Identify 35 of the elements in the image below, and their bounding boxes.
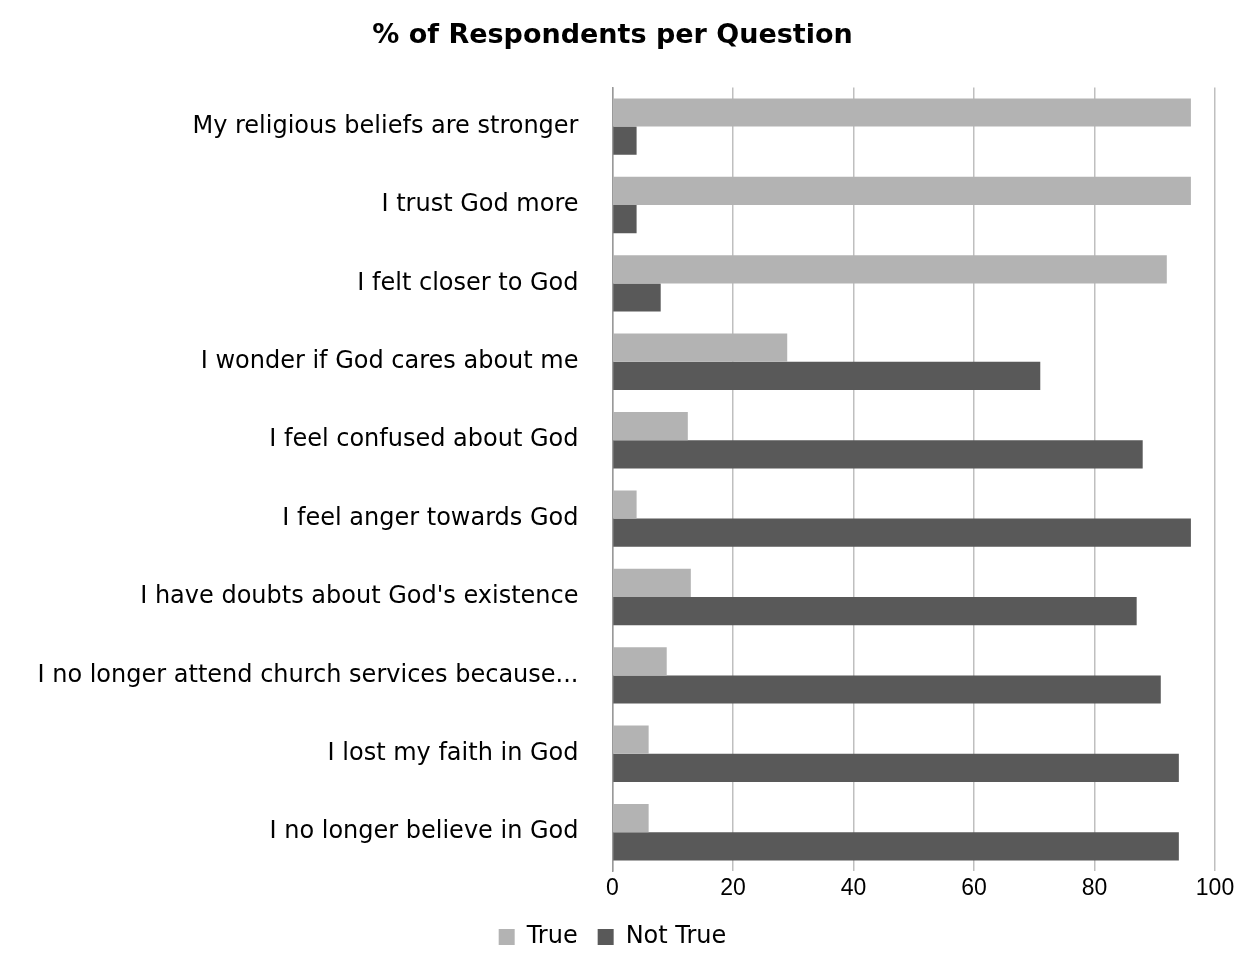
x-tick-label: 80 [1081, 873, 1108, 900]
bar [613, 568, 691, 597]
x-tick-label: 40 [840, 873, 867, 900]
bar [613, 597, 1137, 626]
bar [613, 647, 667, 676]
bar [613, 832, 1179, 861]
x-tick-label: 20 [720, 873, 746, 900]
bar [613, 205, 637, 234]
bar [613, 725, 649, 754]
y-tick-label: I no longer attend church services because... [37, 659, 579, 688]
y-tick-label: I no longer believe in God [269, 816, 579, 845]
x-tick-label: 100 [1195, 873, 1235, 900]
y-tick-label: I feel confused about God [269, 424, 579, 453]
bar [613, 126, 637, 155]
bar [613, 411, 688, 441]
legend-label: True [525, 921, 578, 950]
bar [613, 803, 649, 833]
y-tick-label: I felt closer to God [357, 267, 579, 296]
bar [613, 361, 1041, 391]
y-tick-label: My religious beliefs are stronger [192, 110, 579, 139]
y-tick-label: I have doubts about God's existence [140, 581, 579, 610]
bar [613, 440, 1143, 469]
y-tick-label: I trust God more [381, 189, 579, 218]
legend-label: Not True [625, 921, 727, 950]
y-tick-label: I feel anger towards God [282, 502, 579, 531]
bar [613, 490, 637, 519]
y-tick-label: I wonder if God cares about me [200, 346, 579, 375]
bar [613, 753, 1179, 783]
x-tick-label: 60 [961, 873, 987, 900]
bar [613, 518, 1191, 547]
bar [613, 675, 1161, 704]
x-tick-label: 0 [606, 873, 619, 900]
bar [613, 283, 661, 312]
chart-title: % of Respondents per Question [372, 18, 853, 50]
y-tick-label: I lost my faith in God [327, 738, 579, 767]
